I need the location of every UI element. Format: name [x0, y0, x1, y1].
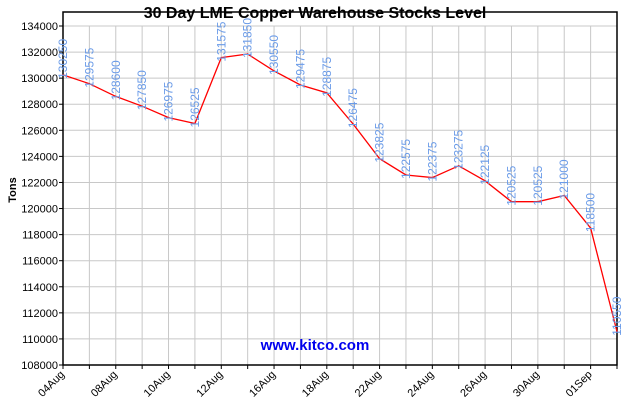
y-tick-label: 110000: [22, 334, 58, 346]
data-point: [88, 82, 91, 85]
data-point: [167, 116, 170, 119]
data-point: [378, 157, 381, 160]
data-label: 126475: [346, 88, 360, 128]
data-point: [431, 176, 434, 179]
data-label: 131575: [214, 21, 228, 61]
y-tick-label: 120000: [21, 204, 58, 216]
data-label: 126525: [188, 87, 202, 127]
series-line: [62, 53, 618, 332]
data-point: [326, 92, 328, 94]
y-tick-label: 108000: [21, 360, 58, 372]
data-label: 122575: [399, 139, 413, 179]
y-tick-label: 128000: [21, 99, 58, 111]
data-label: 126975: [162, 81, 176, 121]
data-label: 122375: [425, 141, 439, 181]
x-tick-label: 04Aug: [36, 369, 67, 400]
x-tick-label: 24Aug: [405, 369, 436, 400]
data-label: 121000: [557, 159, 571, 199]
y-tick-label: 112000: [22, 308, 58, 320]
y-tick-label: 124000: [21, 151, 58, 163]
data-label: 130550: [267, 35, 281, 75]
x-tick-label: 10Aug: [142, 369, 173, 400]
data-point: [457, 165, 460, 167]
watermark: www.kitco.com: [260, 337, 370, 354]
data-point: [405, 174, 407, 176]
data-point: [589, 227, 592, 229]
x-tick-label: 26Aug: [458, 369, 489, 400]
x-tick-label: 30Aug: [511, 369, 542, 400]
data-point: [537, 200, 539, 203]
data-label: 120525: [504, 165, 518, 205]
x-tick-label: 08Aug: [89, 369, 120, 400]
data-point: [616, 330, 618, 333]
y-tick-label: 116000: [22, 256, 58, 268]
data-label: 122125: [478, 144, 492, 184]
data-label: 129475: [293, 49, 307, 89]
x-tick-label: 16Aug: [247, 369, 278, 400]
x-tick-label: 18Aug: [300, 369, 331, 400]
data-label: 128600: [109, 60, 123, 100]
data-label: 128875: [320, 56, 334, 96]
data-point: [352, 123, 354, 125]
y-tick-label: 114000: [22, 282, 58, 294]
data-label: 123275: [452, 129, 466, 169]
data-point: [114, 95, 117, 98]
y-tick-label: 126000: [21, 125, 58, 137]
x-tick-label: 01Sep: [564, 369, 595, 400]
data-point: [273, 70, 275, 72]
y-tick-label: 118000: [22, 230, 58, 242]
chart-title: 30 Day LME Copper Warehouse Stocks Level: [144, 5, 487, 22]
data-point: [563, 194, 566, 197]
y-tick-label: 122000: [21, 177, 58, 189]
data-point: [299, 84, 302, 86]
data-label: 127850: [135, 70, 149, 110]
data-label: 129575: [82, 47, 96, 87]
data-point: [510, 200, 513, 203]
data-point: [220, 56, 223, 59]
y-tick-label: 134000: [21, 21, 58, 33]
y-axis-label: Tons: [7, 177, 19, 202]
y-tick-label: 130000: [21, 73, 58, 85]
data-label: 118500: [584, 193, 598, 232]
plot-frame: [62, 11, 618, 366]
data-point: [484, 180, 486, 182]
data-label: 123825: [373, 122, 387, 162]
data-label: 130250: [56, 39, 70, 79]
x-tick-label: 12Aug: [194, 369, 225, 400]
data-point: [194, 122, 196, 125]
x-tick-label: 22Aug: [353, 369, 384, 400]
data-label: 131850: [241, 18, 255, 58]
data-label: 120525: [531, 165, 545, 205]
data-point: [141, 105, 143, 107]
data-point: [246, 53, 249, 55]
data-label: 110550: [610, 296, 624, 335]
data-point: [62, 74, 64, 76]
y-tick-label: 132000: [21, 47, 58, 59]
